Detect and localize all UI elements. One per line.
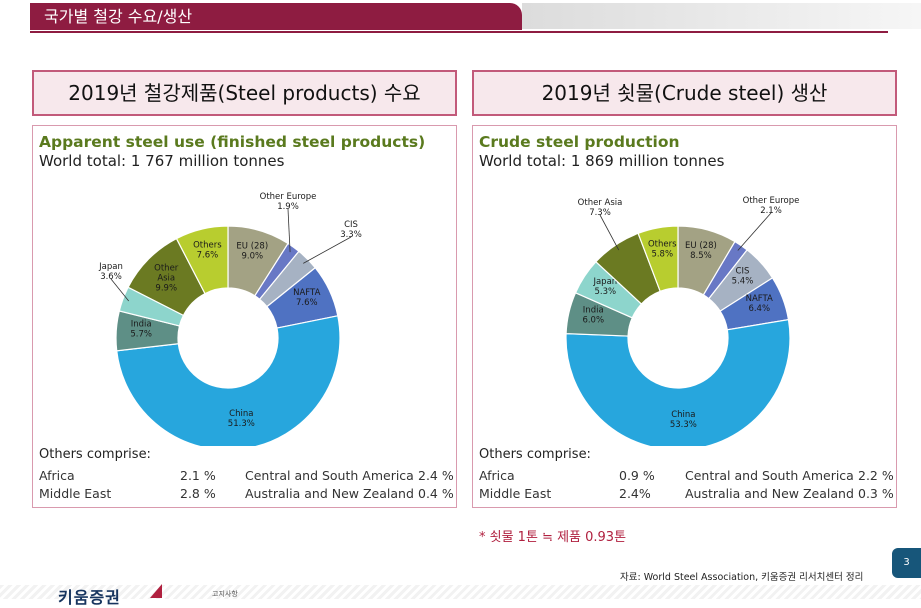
- slice-label: CIS: [736, 267, 750, 277]
- others-name: Central and South America: [685, 468, 854, 483]
- slice-label: NAFTA: [293, 288, 320, 298]
- header-rule: [30, 31, 888, 33]
- slice-label: Other Europe: [260, 192, 317, 202]
- slice-label: Other Asia: [154, 264, 179, 284]
- slice-value-label: 3.6%: [100, 272, 122, 282]
- conversion-note: * 쇳물 1톤 ≒ 제품 0.93톤: [479, 530, 627, 545]
- header-shade: [522, 3, 921, 29]
- others-name: Middle East: [479, 486, 552, 501]
- others-name: Australia and New Zealand: [685, 486, 854, 501]
- footer-stripe: [0, 585, 921, 599]
- slice-label: China: [671, 410, 695, 420]
- slice-value-label: 6.0%: [582, 315, 604, 325]
- slice-value-label: 7.6%: [197, 250, 219, 260]
- slice-china: [565, 318, 791, 446]
- slice-others: [637, 225, 679, 293]
- slice-label: CIS: [344, 220, 358, 230]
- others-value: 2.4%: [619, 486, 651, 501]
- slice-value-label: 7.3%: [589, 208, 611, 218]
- company-logo: 키움증권: [58, 588, 121, 607]
- others-name: Australia and New Zealand: [245, 486, 414, 501]
- slice-china: [116, 315, 341, 446]
- slice-value-label: 8.5%: [690, 251, 712, 261]
- others-name: Africa: [39, 468, 75, 483]
- slice-label: Other Asia: [578, 198, 623, 208]
- left-chart-panel: Apparent steel use (finished steel produ…: [32, 125, 457, 508]
- slice-label: China: [229, 409, 253, 419]
- slice-value-label: 9.0%: [241, 251, 263, 261]
- slice-value-label: 5.3%: [595, 287, 617, 297]
- slice-label: India: [131, 319, 152, 329]
- page-number: 3: [892, 548, 921, 578]
- slice-label: Japan: [98, 262, 123, 272]
- slice-value-label: 6.4%: [748, 304, 770, 314]
- left-box-title: 2019년 철강제품(Steel products) 수요: [32, 70, 457, 116]
- slice-value-label: 51.3%: [228, 419, 255, 429]
- donut-chart-crude-production: EU (28)8.5%Other Europe2.1%CIS5.4%NAFTA6…: [565, 196, 800, 446]
- slice-value-label: 5.4%: [732, 277, 754, 287]
- others-name: Middle East: [39, 486, 112, 501]
- leader-line: [599, 214, 620, 251]
- others-name: Africa: [479, 468, 515, 483]
- slice-label: EU (28): [236, 241, 268, 251]
- slice-label: India: [583, 305, 604, 315]
- leader-line: [737, 212, 772, 251]
- others-title: Others comprise:: [479, 447, 591, 462]
- others-name: Central and South America: [245, 468, 414, 483]
- right-box-title: 2019년 쇳물(Crude steel) 생산: [472, 70, 897, 116]
- slice-value-label: 7.6%: [296, 298, 318, 308]
- slice-label: Others: [193, 240, 222, 250]
- slice-value-label: 5.8%: [651, 249, 673, 259]
- slice-label: EU (28): [685, 241, 717, 251]
- others-value: 2.1 %: [180, 468, 216, 483]
- leader-line: [110, 278, 129, 302]
- others-title: Others comprise:: [39, 447, 151, 462]
- slice-label: Japan: [592, 277, 617, 287]
- slice-value-label: 9.9%: [155, 284, 177, 294]
- others-value: 2.2 %: [858, 468, 894, 483]
- page-title: 국가별 철강 수요/생산: [30, 3, 522, 30]
- chart-subtitle: World total: 1 869 million tonnes: [479, 152, 725, 170]
- slice-label: NAFTA: [746, 294, 773, 304]
- chart-subtitle: World total: 1 767 million tonnes: [39, 152, 285, 170]
- leader-line: [287, 208, 291, 253]
- others-value: 2.4 %: [418, 468, 454, 483]
- others-value: 2.8 %: [180, 486, 216, 501]
- chart-title: Apparent steel use (finished steel produ…: [39, 133, 426, 151]
- slice-value-label: 5.7%: [130, 329, 152, 339]
- donut-chart-steel-use: EU (28)9.0%Other Europe1.9%CIS3.3%NAFTA7…: [98, 192, 362, 446]
- slice-label: Others: [648, 239, 677, 249]
- slice-value-label: 2.1%: [760, 206, 782, 216]
- right-chart-panel: Crude steel production World total: 1 86…: [472, 125, 897, 508]
- logo-mark-icon: [150, 584, 162, 598]
- slice-value-label: 53.3%: [670, 420, 697, 430]
- leader-line: [303, 236, 352, 264]
- source-text: 자료: World Steel Association, 키움증권 리서치센터 …: [620, 572, 864, 583]
- others-value: 0.4 %: [418, 486, 454, 501]
- others-value: 0.3 %: [858, 486, 894, 501]
- slice-value-label: 1.9%: [277, 202, 299, 212]
- slice-others: [175, 225, 229, 295]
- slice-value-label: 3.3%: [340, 230, 362, 240]
- chart-title: Crude steel production: [479, 133, 680, 151]
- others-value: 0.9 %: [619, 468, 655, 483]
- disclaimer-label: 고지사항: [212, 590, 238, 598]
- slice-label: Other Europe: [743, 196, 800, 206]
